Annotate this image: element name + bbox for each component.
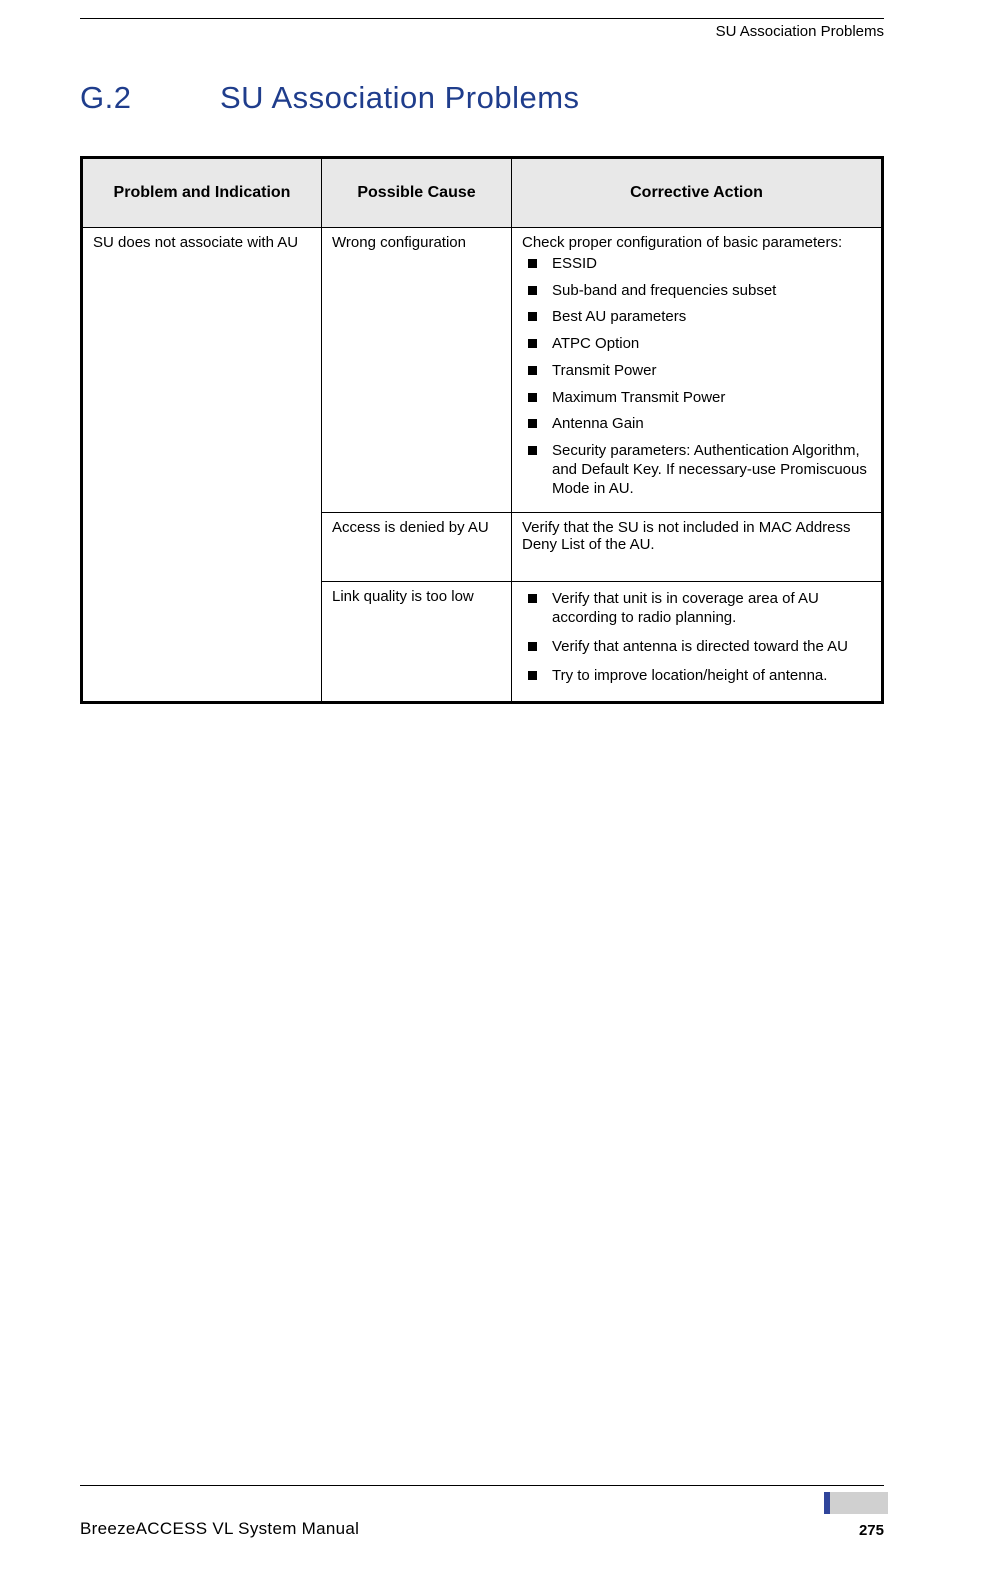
action-lead: Check proper configuration of basic para… — [522, 234, 871, 253]
list-item: Verify that unit is in coverage area of … — [526, 590, 871, 628]
list-item: ATPC Option — [526, 335, 871, 354]
list-item: Verify that antenna is directed toward t… — [526, 638, 871, 657]
section-number: G.2 — [80, 80, 220, 116]
action-list: Verify that unit is in coverage area of … — [522, 590, 871, 685]
cell-cause: Link quality is too low — [322, 582, 512, 703]
action-list: ESSID Sub-band and frequencies subset Be… — [522, 255, 871, 499]
page-number: 275 — [824, 1522, 884, 1539]
section-title: SU Association Problems — [220, 80, 580, 115]
cell-action: Check proper configuration of basic para… — [512, 228, 883, 513]
page: SU Association Problems G.2SU Associatio… — [0, 0, 984, 1569]
action-text: Verify that the SU is not included in MA… — [522, 519, 851, 553]
cell-action: Verify that the SU is not included in MA… — [512, 513, 883, 582]
list-item: Best AU parameters — [526, 308, 871, 327]
list-item: Transmit Power — [526, 362, 871, 381]
table-row: SU does not associate with AU Wrong conf… — [82, 228, 883, 513]
footer-divider — [80, 1485, 884, 1486]
list-item: Try to improve location/height of antenn… — [526, 667, 871, 686]
running-header: SU Association Problems — [80, 23, 884, 40]
cell-action: Verify that unit is in coverage area of … — [512, 582, 883, 703]
list-item: ESSID — [526, 255, 871, 274]
list-item: Security parameters: Authentication Algo… — [526, 442, 871, 498]
cell-problem: SU does not associate with AU — [82, 228, 322, 703]
cell-cause: Wrong configuration — [322, 228, 512, 513]
list-item: Antenna Gain — [526, 415, 871, 434]
section-heading: G.2SU Association Problems — [80, 80, 884, 116]
list-item: Maximum Transmit Power — [526, 389, 871, 408]
col-action: Corrective Action — [512, 158, 883, 228]
list-item: Sub-band and frequencies subset — [526, 282, 871, 301]
table-header-row: Problem and Indication Possible Cause Co… — [82, 158, 883, 228]
footer-band-icon — [824, 1492, 888, 1514]
col-cause: Possible Cause — [322, 158, 512, 228]
col-problem: Problem and Indication — [82, 158, 322, 228]
footer: BreezeACCESS VL System Manual 275 — [80, 1485, 884, 1539]
top-divider — [80, 18, 884, 19]
cell-cause: Access is denied by AU — [322, 513, 512, 582]
troubleshooting-table: Problem and Indication Possible Cause Co… — [80, 156, 884, 704]
manual-title: BreezeACCESS VL System Manual — [80, 1519, 359, 1539]
